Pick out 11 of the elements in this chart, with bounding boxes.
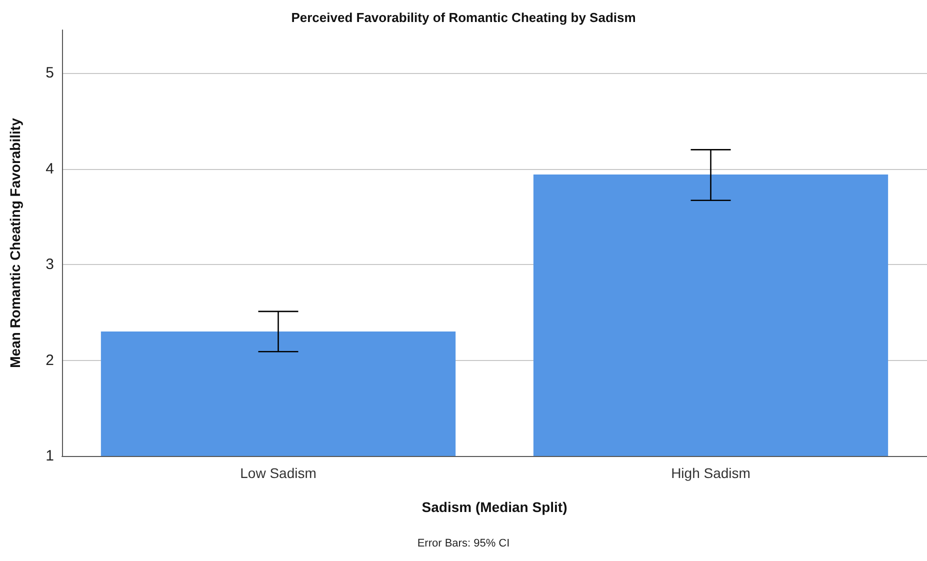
y-axis-title: Mean Romantic Cheating Favorability	[7, 118, 23, 368]
chart-title: Perceived Favorability of Romantic Cheating by Sadism	[291, 10, 636, 25]
y-tick-label: 1	[46, 448, 54, 464]
y-tick-label: 3	[46, 256, 54, 274]
y-tick-label: 5	[46, 64, 54, 82]
text: Error Bars: 95% CI	[417, 538, 510, 550]
x-axis-title: Sadism (Median Split)	[422, 499, 568, 515]
x-tick-label: Low Sadism	[240, 465, 316, 481]
y-tick-label: 4	[46, 160, 54, 178]
x-tick-label: High Sadism	[671, 465, 750, 481]
y-tick-label: 2	[46, 352, 54, 369]
